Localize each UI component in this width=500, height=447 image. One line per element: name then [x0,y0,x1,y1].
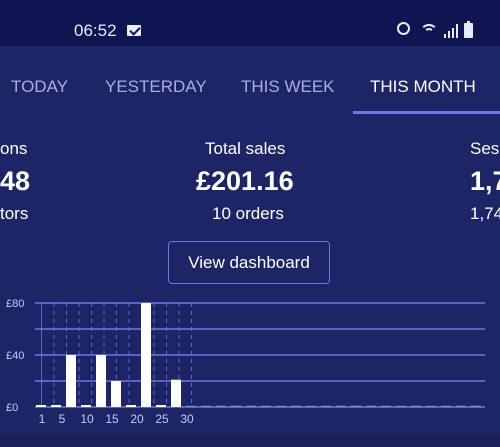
bar-day-12 [201,405,211,407]
total-sales-value: £201.16 [196,166,294,196]
bar-day-25 [396,405,406,407]
bar-day-11 [186,405,196,407]
bottom-bar [0,436,500,447]
stat-left-title: ons [0,139,28,158]
bar-day-9 [156,405,166,407]
y-tick-label: £80 [6,298,24,310]
tab-this-week[interactable]: THIS WEEK [241,77,335,96]
battery-icon [464,21,473,38]
bar-day-8 [141,303,151,407]
bar-day-10 [171,379,181,407]
alarm-icon [397,22,410,35]
mail-icon [127,25,141,36]
bar-day-15 [246,405,256,407]
tab-this-month[interactable]: THIS MONTH [370,77,476,96]
x-tick-label: 15 [105,412,119,426]
bar-day-24 [381,405,391,407]
bar-day-28 [441,405,451,407]
bar-day-4 [81,405,91,407]
bar-day-19 [306,405,316,407]
status-time: 06:52 [74,21,117,40]
bar-day-29 [456,405,466,407]
x-tick-label: 30 [180,412,194,426]
bar-day-6 [111,381,121,407]
x-tick-label: 20 [130,412,144,426]
bar-day-30 [471,405,481,407]
bar-day-17 [276,405,286,407]
bar-day-27 [426,405,436,407]
bar-day-20 [321,405,331,407]
stat-left-value: 48 [0,166,31,196]
bar-day-16 [261,405,271,407]
y-tick-label: £0 [6,402,18,414]
x-tick-label: 25 [155,412,169,426]
bar-day-23 [366,405,376,407]
bar-day-2 [51,405,61,407]
bar-day-14 [231,405,241,407]
period-tabs: TODAY YESTERDAY THIS WEEK THIS MONTH [0,46,500,116]
stat-right-title: Ses [470,139,500,158]
tab-today[interactable]: TODAY [11,77,68,96]
tab-yesterday[interactable]: YESTERDAY [105,77,207,96]
bar-day-22 [351,405,361,407]
stat-left-sub: tors [0,204,29,223]
stat-right-value: 1,7 [470,166,500,196]
bar-day-3 [66,355,76,407]
bar-day-5 [96,355,106,407]
x-tick-label: 5 [59,412,66,426]
stat-right-sub: 1,74 [470,204,500,223]
bar-day-18 [291,405,301,407]
bar-day-26 [411,405,421,407]
bar-day-7 [126,405,136,407]
y-tick-label: £40 [6,350,24,362]
wifi-icon [420,22,438,40]
bar-day-1 [36,405,46,407]
total-sales-orders: 10 orders [212,204,284,223]
active-tab-indicator [353,111,500,114]
bar-day-21 [336,405,346,407]
total-sales-title: Total sales [205,139,286,158]
x-tick-label: 1 [39,412,46,426]
view-dashboard-button[interactable]: View dashboard [168,241,330,284]
x-tick-label: 10 [80,412,94,426]
signal-icon [444,24,458,38]
sales-bar-chart: £0 £40 £80 1 5 10 15 20 25 30 [6,298,485,426]
status-bar: 06:52 [0,0,500,46]
bar-day-13 [216,405,226,407]
